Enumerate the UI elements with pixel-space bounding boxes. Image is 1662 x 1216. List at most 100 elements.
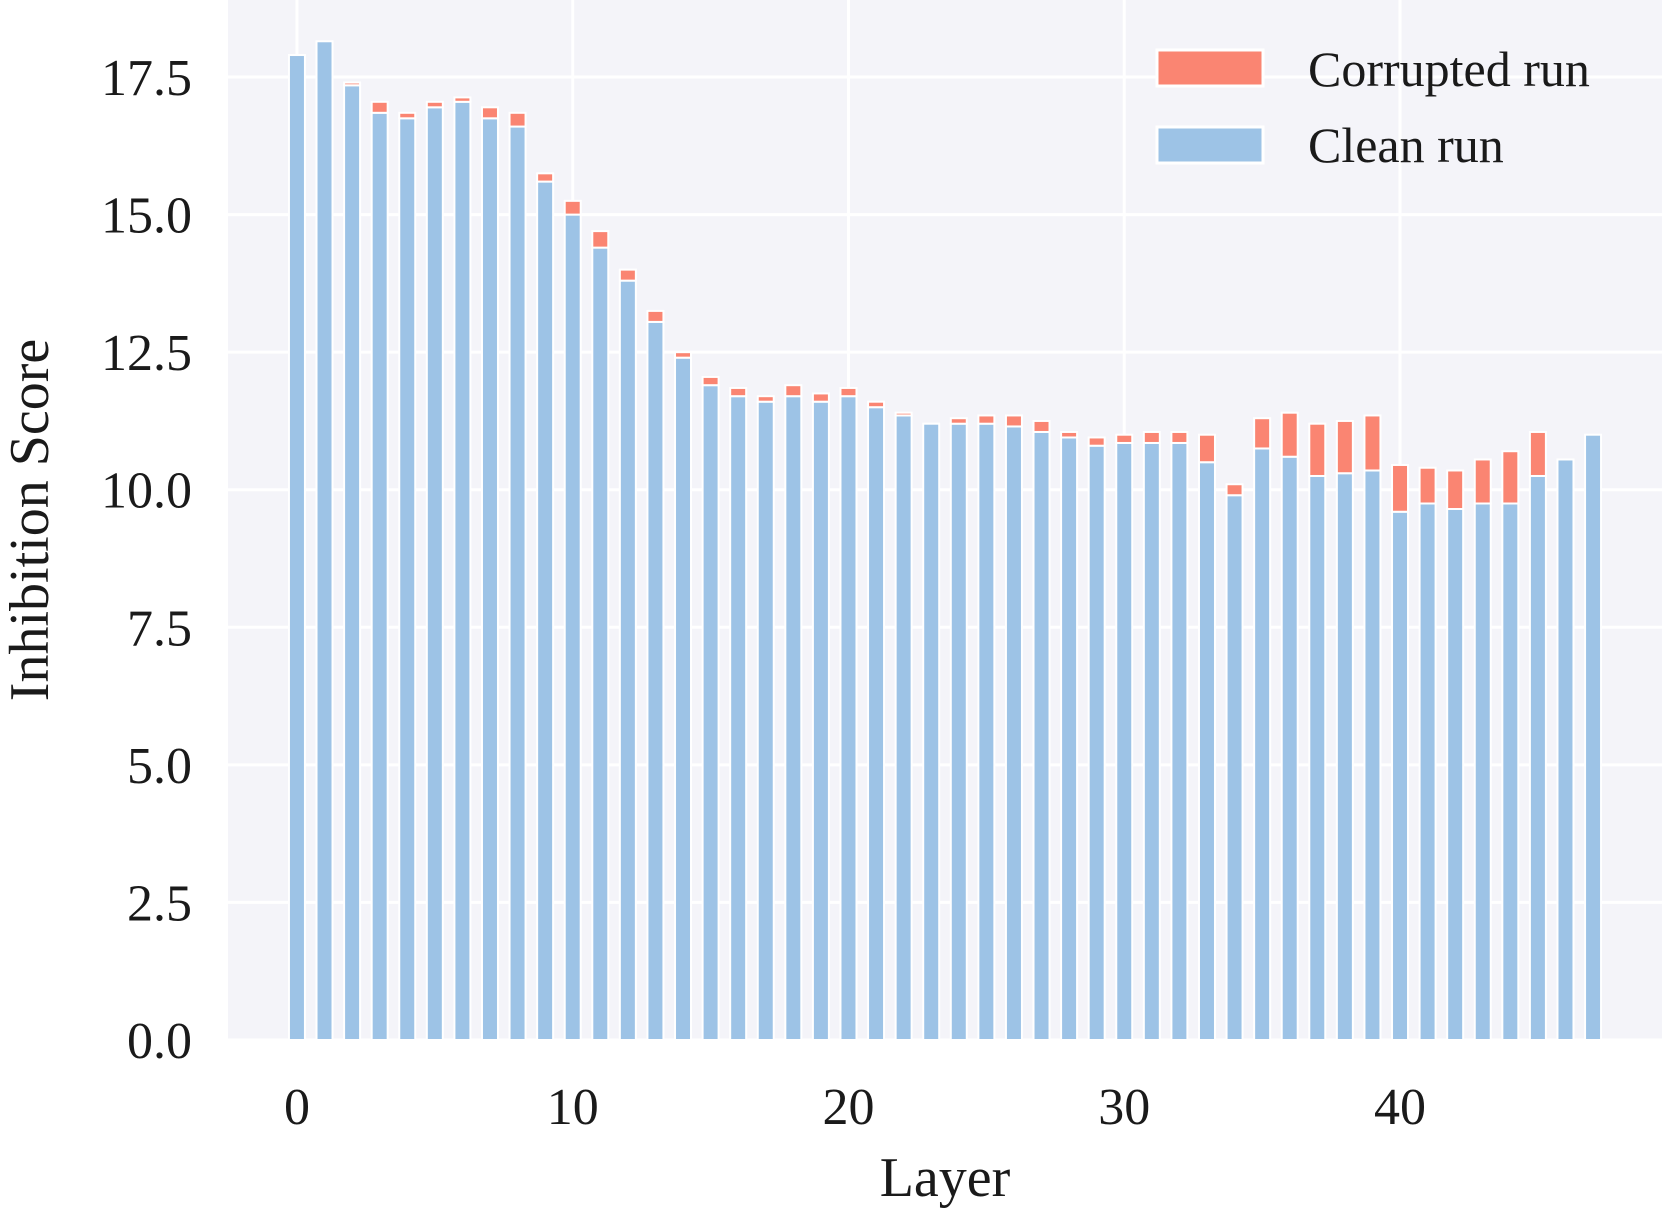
bar-corrupted-run <box>591 230 610 249</box>
bar-corrupted-run <box>867 400 886 409</box>
bar-corrupted-run <box>1363 414 1382 472</box>
bar-clean-run <box>370 111 389 1041</box>
x-tick-label: 30 <box>1098 1079 1150 1136</box>
bar-corrupted-run <box>784 384 803 398</box>
bar-clean-run <box>1501 502 1520 1041</box>
bar-clean-run <box>453 100 472 1041</box>
legend-swatch-clean <box>1155 125 1265 165</box>
bar-clean-run <box>315 40 334 1042</box>
bar-corrupted-run <box>1391 463 1410 513</box>
x-tick-label: 10 <box>547 1079 599 1136</box>
bar-clean-run <box>1032 430 1051 1042</box>
bar-clean-run <box>1528 474 1547 1041</box>
bar-corrupted-run <box>618 268 637 282</box>
y-axis: 0.0 2.5 5.0 7.5 10.0 12.5 15.0 17.5 <box>101 50 192 1070</box>
y-tick-label: 17.5 <box>101 50 192 107</box>
bar-clean-run <box>949 422 968 1042</box>
bar-corrupted-run <box>1087 436 1106 447</box>
bar-clean-run <box>1115 441 1134 1041</box>
bar-corrupted-run <box>343 81 362 87</box>
bar-clean-run <box>1584 433 1603 1041</box>
bar-corrupted-run <box>894 411 913 417</box>
bar-corrupted-run <box>977 414 996 425</box>
bar-corrupted-run <box>1060 430 1079 439</box>
bar-clean-run <box>1446 507 1465 1042</box>
bar-corrupted-run <box>370 100 389 114</box>
bar-corrupted-run <box>1253 417 1272 450</box>
bar-corrupted-run <box>398 111 417 120</box>
bar-clean-run <box>1308 474 1327 1041</box>
legend-label-clean: Clean run <box>1308 117 1504 173</box>
bar-clean-run <box>343 84 362 1041</box>
bar-clean-run <box>1142 441 1161 1041</box>
bar-corrupted-run <box>563 199 582 216</box>
bar-clean-run <box>922 422 941 1042</box>
bar-clean-run <box>977 422 996 1042</box>
legend-swatch-corrupted <box>1155 48 1265 88</box>
bar-corrupted-run <box>729 386 748 398</box>
x-tick-label: 20 <box>822 1079 874 1136</box>
bar-corrupted-run <box>508 111 527 128</box>
bar-clean-run <box>1556 458 1575 1041</box>
bar-clean-run <box>784 395 803 1041</box>
bar-corrupted-run <box>425 100 444 109</box>
bar-clean-run <box>1391 510 1410 1041</box>
bar-clean-run <box>1280 455 1299 1041</box>
bar-corrupted-run <box>674 351 693 359</box>
bar-corrupted-run <box>1115 433 1134 444</box>
bar-clean-run <box>1335 472 1354 1041</box>
bar-corrupted-run <box>1225 483 1244 497</box>
bar-clean-run <box>618 279 637 1041</box>
x-tick-label: 0 <box>284 1079 310 1136</box>
bar-clean-run <box>398 117 417 1041</box>
legend: Corrupted run Clean run <box>1155 41 1590 173</box>
y-axis-title: Inhibition Score <box>0 339 61 701</box>
bar-corrupted-run <box>1197 433 1216 464</box>
bar-corrupted-run <box>949 417 968 425</box>
bar-corrupted-run <box>1418 466 1437 505</box>
bar-clean-run <box>701 384 720 1041</box>
y-tick-label: 0.0 <box>127 1013 192 1070</box>
bar-corrupted-run <box>1446 469 1465 510</box>
bar-corrupted-run <box>646 309 665 323</box>
bar-clean-run <box>894 414 913 1042</box>
x-axis-title: Layer <box>880 1147 1011 1209</box>
bar-clean-run <box>480 117 499 1041</box>
bar-corrupted-run <box>701 375 720 387</box>
bar-corrupted-run <box>1335 419 1354 475</box>
bar-clean-run <box>811 400 830 1041</box>
bar-clean-run <box>1363 469 1382 1041</box>
bar-corrupted-run <box>839 386 858 398</box>
y-tick-label: 10.0 <box>101 463 192 520</box>
x-axis: 0 10 20 30 40 <box>284 1079 1426 1136</box>
bar-clean-run <box>867 406 886 1042</box>
y-tick-label: 7.5 <box>127 600 192 657</box>
legend-label-corrupted: Corrupted run <box>1308 41 1590 97</box>
bar-clean-run <box>1225 494 1244 1041</box>
bar-clean-run <box>839 395 858 1041</box>
bar-clean-run <box>1418 502 1437 1041</box>
bar-clean-run <box>1197 461 1216 1041</box>
bar-corrupted-run <box>1280 411 1299 458</box>
x-tick-label: 40 <box>1374 1079 1426 1136</box>
bar-clean-run <box>1087 444 1106 1041</box>
y-tick-label: 15.0 <box>101 188 192 245</box>
bar-clean-run <box>756 400 775 1041</box>
bar-clean-run <box>1253 447 1272 1041</box>
bar-clean-run <box>563 213 582 1042</box>
bar-clean-run <box>536 180 555 1042</box>
bar-clean-run <box>674 356 693 1042</box>
bar-corrupted-run <box>1170 430 1189 444</box>
bar-corrupted-run <box>1528 430 1547 477</box>
bar-clean-run <box>591 246 610 1042</box>
bar-clean-run <box>1473 502 1492 1041</box>
bar-corrupted-run <box>453 96 472 103</box>
bar-corrupted-run <box>1501 450 1520 505</box>
y-tick-label: 2.5 <box>127 875 192 932</box>
bar-clean-run <box>425 106 444 1042</box>
y-tick-label: 12.5 <box>101 325 192 382</box>
bar-clean-run <box>508 125 527 1041</box>
bars <box>287 40 1603 1042</box>
bar-clean-run <box>1170 441 1189 1041</box>
